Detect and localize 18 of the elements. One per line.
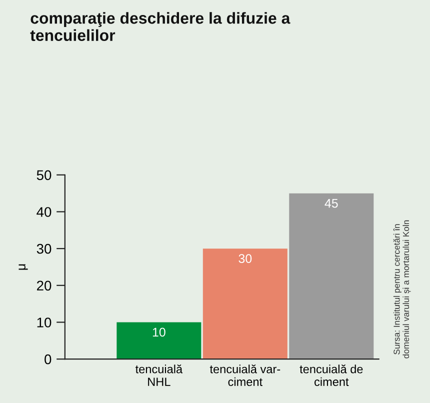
bar	[116, 322, 202, 360]
y-tick-label: 10	[37, 318, 52, 328]
x-tick-label: tencuială var- ciment	[210, 364, 280, 386]
text: Sursa: Institutul pentru cercetări în domeniul varului și a mortarului Koln	[393, 220, 411, 358]
data-label: 30	[238, 254, 252, 263]
x-tick-label: tencuială NHL	[135, 364, 183, 386]
y-tick-label: 40	[36, 207, 52, 217]
x-tick-label: tencuială de ciment	[300, 364, 363, 386]
data-label: 10	[152, 328, 166, 337]
chart-title: comparaţie deschidere la difuzie a tencuielilor	[30, 12, 290, 42]
y-tick-label: 0	[44, 354, 52, 364]
bar	[202, 248, 288, 360]
bar	[289, 193, 374, 360]
data-label: 45	[324, 199, 338, 208]
y-tick-label: 30	[36, 244, 52, 254]
y-tick-label: 20	[36, 280, 52, 291]
y-tick-label: 50	[36, 170, 52, 180]
y-axis-title: μ	[18, 264, 28, 270]
